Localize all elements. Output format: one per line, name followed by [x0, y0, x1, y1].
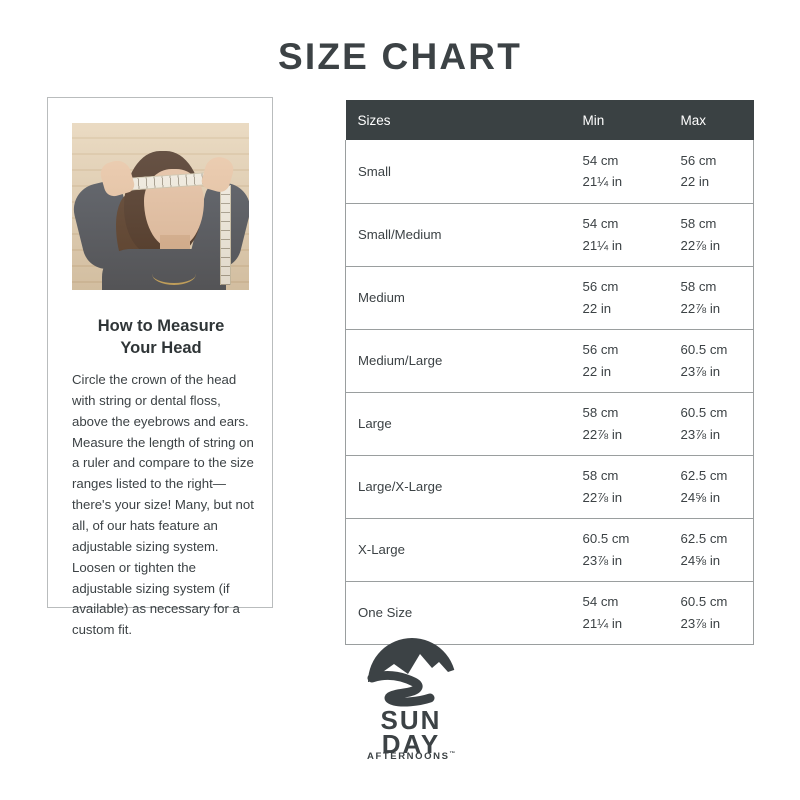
cell-max-cm: 62.5 cm [680, 531, 728, 547]
cell-min-cm: 54 cm [582, 594, 619, 610]
cell-max-in: 23⅞ in [680, 363, 721, 379]
photo-necklace [152, 263, 196, 285]
cell-size: Small/Medium [345, 203, 571, 267]
cell-min-in: 22 in [582, 300, 612, 316]
cell-min-in: 21¼ in [582, 237, 623, 253]
cell-max-in: 22⅞ in [680, 237, 721, 253]
cell-max-cm: 60.5 cm [680, 405, 728, 421]
table-row: One Size 54 cm 21¼ in 60.5 cm 23⅞ in [345, 581, 754, 645]
logo-word-sun: SUN [380, 705, 442, 735]
card-heading-line-2: Your Head [120, 338, 202, 357]
page-title: SIZE CHART [278, 36, 522, 77]
cell-max-in: 22 in [680, 174, 710, 190]
cell-max: 60.5 cm 23⅞ in [668, 581, 754, 645]
column-header-max: Max [668, 100, 754, 140]
cell-max-cm: 60.5 cm [680, 594, 728, 610]
table-row: Medium/Large 56 cm 22 in 60.5 cm 23⅞ in [345, 329, 754, 393]
cell-min-cm: 56 cm [582, 342, 619, 358]
cell-size: Large [345, 392, 571, 456]
cell-max: 62.5 cm 24⅝ in [668, 455, 754, 519]
cell-min-in: 21¼ in [582, 615, 623, 631]
cell-size: Medium/Large [345, 329, 571, 393]
size-table: Sizes Min Max Small 54 cm 21¼ in 56 cm 2… [345, 100, 754, 645]
cell-min-in: 22 in [582, 363, 612, 379]
cell-min: 58 cm 22⅞ in [570, 392, 669, 456]
table-body: Small 54 cm 21¼ in 56 cm 22 in Small/Med… [345, 140, 754, 645]
cell-min: 56 cm 22 in [570, 329, 669, 393]
cell-min-in: 22⅞ in [582, 489, 623, 505]
cell-min-in: 22⅞ in [582, 426, 623, 442]
cell-size: X-Large [345, 518, 571, 582]
logo-tagline: AFTERNOONS™ [351, 751, 471, 762]
table-row: Small 54 cm 21¼ in 56 cm 22 in [345, 140, 754, 204]
cell-max: 58 cm 22⅞ in [668, 266, 754, 330]
table-header-row: Sizes Min Max [345, 100, 754, 140]
cell-min: 54 cm 21¼ in [570, 581, 669, 645]
cell-max-in: 24⅝ in [680, 489, 721, 505]
photo-shadow-overlay [72, 123, 249, 290]
sun-mountain-river-icon [366, 638, 460, 707]
photo-tape-hanging [220, 185, 231, 285]
column-header-min: Min [570, 100, 669, 140]
cell-size: Large/X-Large [345, 455, 571, 519]
cell-max-cm: 60.5 cm [680, 342, 728, 358]
card-heading-line-1: How to Measure [97, 317, 225, 335]
table-row: Large 58 cm 22⅞ in 60.5 cm 23⅞ in [345, 392, 754, 456]
cell-max: 60.5 cm 23⅞ in [668, 329, 754, 393]
cell-min-cm: 58 cm [582, 468, 619, 484]
brand-logo: SUN DAY AFTERNOONS™ [351, 638, 471, 768]
cell-min-in: 21¼ in [582, 174, 623, 190]
cell-max-in: 22⅞ in [680, 300, 721, 316]
table-row: Medium 56 cm 22 in 58 cm 22⅞ in [345, 266, 754, 330]
cell-min-in: 23⅞ in [582, 552, 623, 568]
cell-max-cm: 58 cm [680, 216, 717, 232]
cell-min: 58 cm 22⅞ in [570, 455, 669, 519]
cell-max-cm: 62.5 cm [680, 468, 728, 484]
cell-min: 54 cm 21¼ in [570, 140, 669, 204]
cell-min-cm: 54 cm [582, 216, 619, 232]
card-heading: How to Measure Your Head [62, 316, 260, 360]
how-to-measure-card: How to Measure Your Head Circle the crow… [47, 97, 273, 637]
cell-min-cm: 60.5 cm [582, 531, 630, 547]
cell-max-cm: 56 cm [680, 152, 717, 168]
cell-size: Small [345, 140, 571, 204]
photo-tape-hanging-ticks [221, 185, 230, 285]
table-row: Large/X-Large 58 cm 22⅞ in 62.5 cm 24⅝ i… [345, 455, 754, 519]
cell-size: Medium [345, 266, 571, 330]
cell-max-cm: 58 cm [680, 279, 717, 295]
cell-max: 62.5 cm 24⅝ in [668, 518, 754, 582]
cell-max-in: 24⅝ in [680, 552, 721, 568]
column-header-sizes: Sizes [345, 100, 571, 140]
logo-wordmark: SUN DAY [351, 705, 471, 760]
cell-min: 60.5 cm 23⅞ in [570, 518, 669, 582]
measure-photo [72, 123, 249, 290]
cell-min: 54 cm 21¼ in [570, 203, 669, 267]
card-body-text: Circle the crown of the head with string… [72, 372, 254, 638]
cell-min-cm: 58 cm [582, 405, 619, 421]
trademark-symbol: ™ [449, 751, 456, 757]
logo-word-day: DAY [381, 729, 441, 760]
cell-size: One Size [345, 581, 571, 645]
cell-max: 58 cm 22⅞ in [668, 203, 754, 267]
table-row: X-Large 60.5 cm 23⅞ in 62.5 cm 24⅝ in [345, 518, 754, 582]
table-row: Small/Medium 54 cm 21¼ in 58 cm 22⅞ in [345, 203, 754, 267]
cell-min-cm: 56 cm [582, 279, 619, 295]
cell-min: 56 cm 22 in [570, 266, 669, 330]
cell-max: 56 cm 22 in [668, 140, 754, 204]
cell-max-in: 23⅞ in [680, 615, 721, 631]
logo-tagline-text: AFTERNOONS [367, 751, 450, 763]
cell-max-in: 23⅞ in [680, 426, 721, 442]
cell-min-cm: 54 cm [582, 152, 619, 168]
cell-max: 60.5 cm 23⅞ in [668, 392, 754, 456]
